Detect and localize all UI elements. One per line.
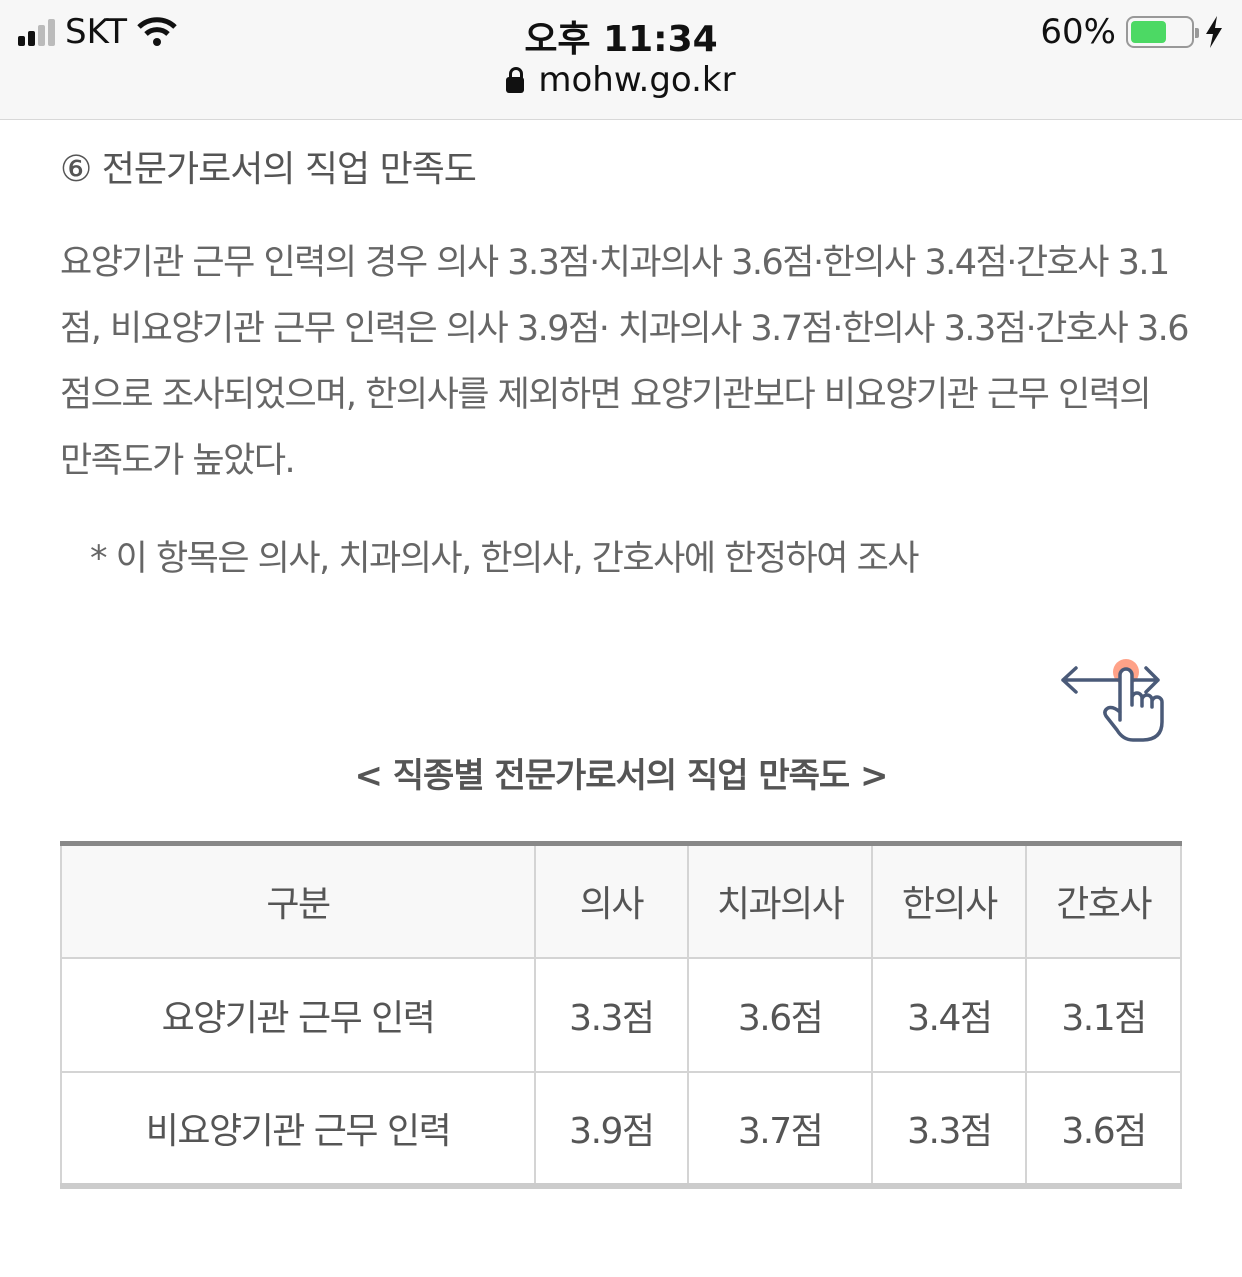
header-oriental-doctor: 한의사 bbox=[871, 842, 1028, 959]
cell: 3.3점 bbox=[871, 1070, 1028, 1187]
cell: 3.9점 bbox=[533, 1070, 689, 1187]
header-doctor: 의사 bbox=[533, 842, 689, 959]
table-caption: < 직종별 전문가로서의 직업 만족도 > bbox=[354, 756, 888, 796]
battery-percent: 60% bbox=[1040, 12, 1116, 52]
wifi-icon bbox=[137, 17, 177, 46]
status-right: 60% bbox=[1040, 12, 1224, 52]
cell: 3.6점 bbox=[686, 956, 874, 1073]
charging-bolt-icon bbox=[1206, 16, 1222, 48]
section-heading: ⑥ 전문가로서의 직업 만족도 bbox=[60, 149, 477, 190]
battery-icon bbox=[1126, 16, 1199, 48]
satisfaction-table: 구분 의사 치과의사 한의사 간호사 요양기관 근무 인력 3.3점 3.6점 … bbox=[60, 841, 1182, 1189]
cell: 3.4점 bbox=[871, 956, 1028, 1073]
header-nurse: 간호사 bbox=[1025, 842, 1182, 959]
header-dentist: 치과의사 bbox=[686, 842, 874, 959]
signal-icon bbox=[18, 18, 55, 46]
url-text: mohw.go.kr bbox=[538, 60, 736, 100]
battery-fill bbox=[1131, 21, 1166, 43]
row-label: 요양기관 근무 인력 bbox=[60, 956, 536, 1073]
status-bar: SKT 오후 11:34 mohw.go.kr 60% bbox=[0, 0, 1242, 120]
cell: 3.1점 bbox=[1025, 956, 1182, 1073]
status-left: SKT bbox=[18, 12, 177, 52]
cell: 3.6점 bbox=[1025, 1070, 1182, 1187]
lock-icon bbox=[506, 67, 525, 93]
carrier: SKT bbox=[65, 12, 128, 52]
table-row: 요양기관 근무 인력 3.3점 3.6점 3.4점 3.1점 bbox=[60, 956, 1182, 1073]
row-label: 비요양기관 근무 인력 bbox=[60, 1070, 536, 1187]
clock: 오후 11:34 bbox=[524, 19, 718, 60]
cell: 3.7점 bbox=[686, 1070, 874, 1187]
table-row: 비요양기관 근무 인력 3.9점 3.7점 3.3점 3.6점 bbox=[60, 1070, 1182, 1187]
address-bar[interactable]: mohw.go.kr bbox=[0, 60, 1242, 100]
survey-note: * 이 항목은 의사, 치과의사, 한의사, 간호사에 한정하여 조사 bbox=[90, 539, 919, 579]
section-paragraph: 요양기관 근무 인력의 경우 의사 3.3점·치과의사 3.6점·한의사 3.4… bbox=[60, 243, 1189, 481]
cell: 3.3점 bbox=[533, 956, 689, 1073]
header-category: 구분 bbox=[60, 842, 536, 959]
table-header-row: 구분 의사 치과의사 한의사 간호사 bbox=[60, 842, 1182, 959]
swipe-horizontal-hand-icon bbox=[1061, 659, 1164, 742]
